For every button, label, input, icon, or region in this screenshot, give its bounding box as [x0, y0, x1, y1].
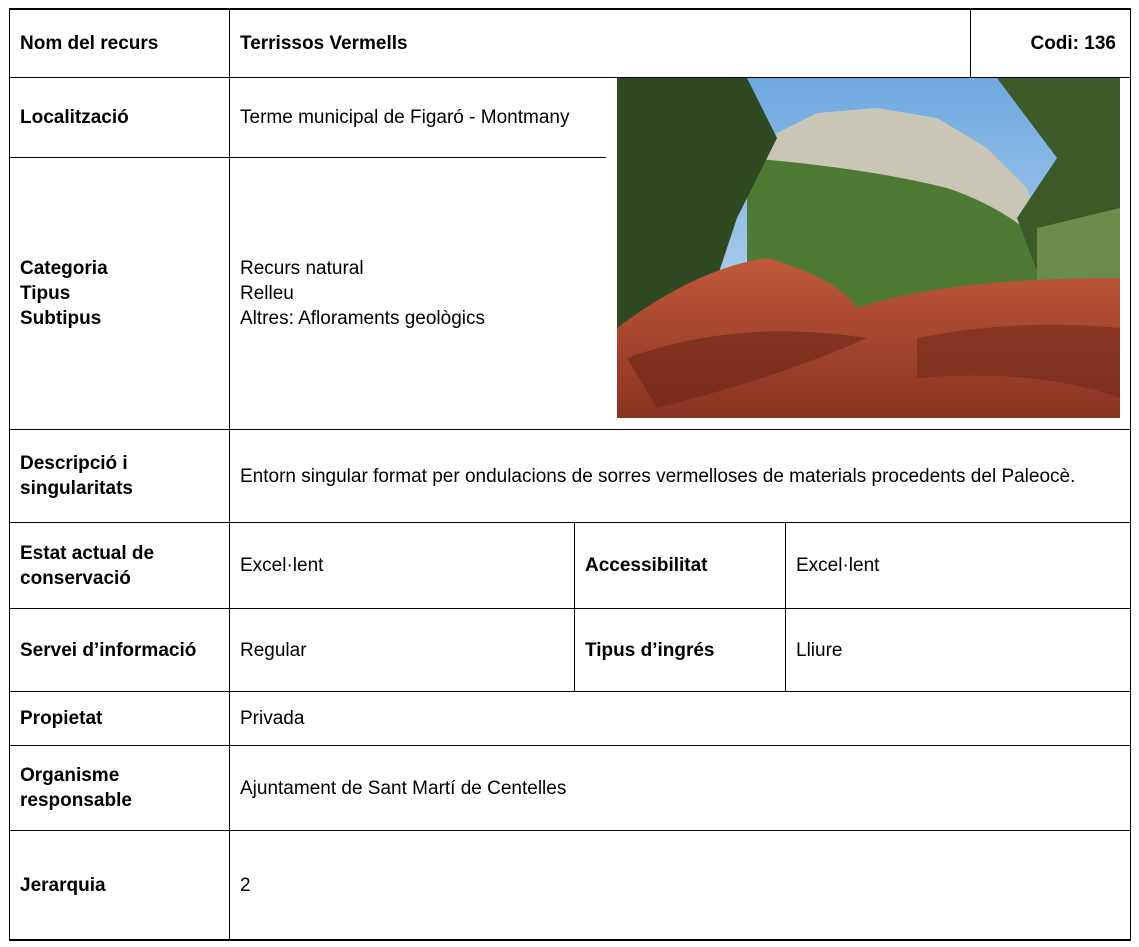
label: Propietat: [20, 708, 103, 729]
label: Subtipus: [20, 308, 102, 329]
border: [1130, 8, 1131, 941]
value: Excel·lent: [796, 555, 880, 576]
label: Tipus d’ingrés: [585, 639, 715, 661]
border: [9, 745, 1131, 746]
label: Estat actual de conservació: [20, 542, 155, 589]
border: [9, 77, 1131, 78]
border: [9, 608, 1131, 609]
label: Servei d’informació: [20, 639, 197, 661]
value: Privada: [240, 708, 305, 729]
value: Terme municipal de Figaró - Montmany: [240, 107, 570, 128]
resource-name: Terrissos Vermells: [240, 33, 408, 54]
label: Descripció i singularitats: [20, 453, 133, 499]
value: Entorn singular format per ondulacions d…: [240, 465, 1076, 487]
label: Categoria: [20, 258, 108, 279]
border: [9, 830, 1131, 831]
border: [785, 522, 786, 692]
border: [9, 8, 10, 941]
border: [9, 8, 1131, 10]
value: Relleu: [240, 283, 294, 304]
border: [9, 429, 1131, 430]
border: [9, 522, 1131, 523]
label: Localització: [20, 107, 129, 128]
label: Tipus: [20, 283, 71, 304]
label-list: Categoria Tipus Subtipus: [10, 158, 229, 429]
value: Ajuntament de Sant Martí de Centelles: [240, 777, 567, 799]
value: Regular: [240, 639, 307, 661]
value-list: Recurs natural Relleu Altres: Aflorament…: [230, 158, 610, 429]
value: Excel·lent: [240, 555, 324, 576]
label: Accessibilitat: [585, 555, 708, 576]
photo: [617, 78, 1120, 418]
resource-code: Codi: 136: [1030, 33, 1116, 54]
value: 2: [240, 874, 251, 896]
label: Nom del recurs: [20, 33, 159, 54]
border: [9, 691, 1131, 692]
label: Organisme responsable: [20, 765, 132, 811]
value: Altres: Afloraments geològics: [240, 308, 486, 329]
border: [229, 8, 230, 941]
label: Jerarquia: [20, 874, 106, 896]
border: [574, 522, 575, 692]
border: [9, 157, 606, 158]
border: [9, 939, 1131, 941]
value: Recurs natural: [240, 258, 364, 279]
border: [970, 8, 971, 78]
value: Lliure: [796, 639, 843, 661]
